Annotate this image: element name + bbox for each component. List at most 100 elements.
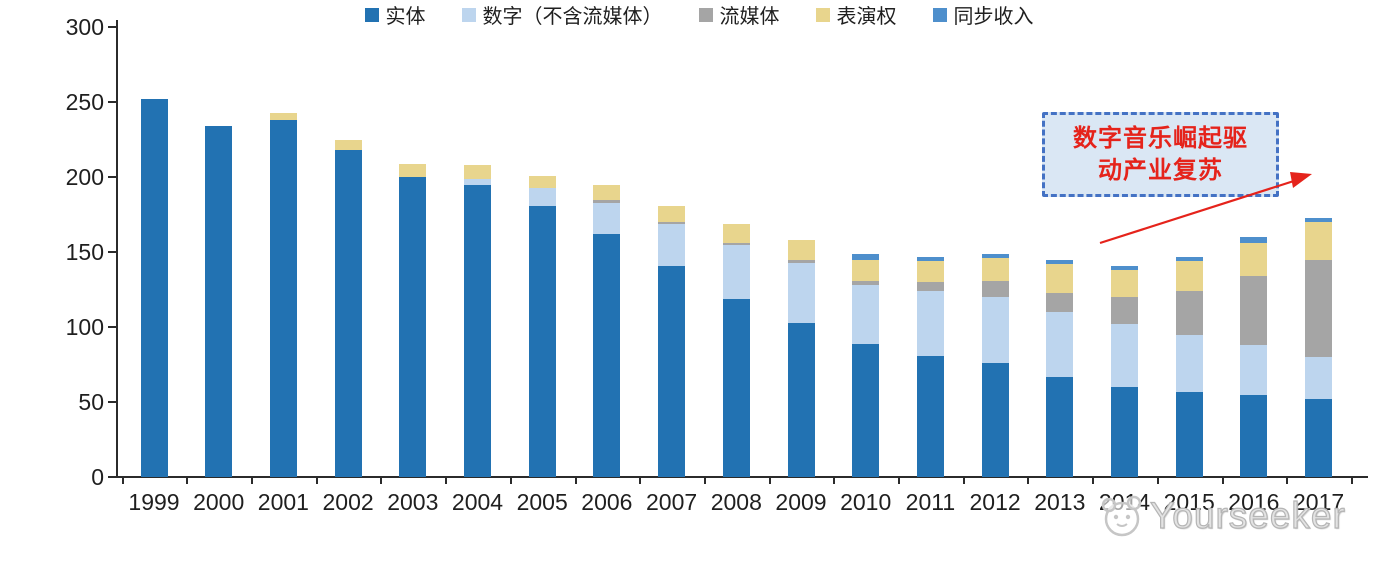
bar-segment — [981, 363, 1009, 477]
stacked-bar-2016 — [1240, 237, 1268, 477]
stacked-bar-2010 — [852, 253, 880, 477]
bar-segment — [658, 222, 686, 224]
bar-segment — [1111, 387, 1138, 477]
bar-segment — [1111, 270, 1138, 297]
y-axis-tick — [108, 476, 116, 478]
x-axis-tick — [1350, 477, 1353, 484]
bar-segment — [334, 150, 362, 477]
bar-segment — [528, 187, 556, 206]
x-axis-tick — [315, 477, 318, 484]
x-axis-tick — [251, 477, 254, 484]
stacked-bar-2000 — [205, 126, 233, 477]
stacked-bar-2011 — [916, 256, 944, 477]
y-axis-tick — [108, 326, 116, 328]
x-axis-tick — [380, 477, 383, 484]
bar-segment — [1111, 324, 1138, 387]
legend-label: 表演权 — [836, 6, 897, 28]
y-axis-label: 150 — [65, 239, 104, 265]
x-axis-label-2002: 2002 — [322, 489, 374, 515]
bar-segment — [1046, 259, 1074, 264]
x-axis-tick — [121, 477, 124, 484]
legend-swatch-icon — [698, 7, 713, 22]
stacked-bar-2005 — [528, 175, 556, 477]
bar-segment — [852, 343, 880, 477]
x-axis-tick — [768, 477, 771, 484]
bar-segment — [1240, 243, 1268, 276]
x-axis-label-2011: 2011 — [905, 489, 956, 515]
bar-segment — [658, 265, 686, 477]
bar-segment — [787, 262, 815, 323]
bar-segment — [593, 234, 621, 477]
bar-segment — [1046, 292, 1074, 312]
bar-segment — [916, 256, 944, 261]
y-axis-label: 100 — [65, 314, 104, 340]
bar-segment — [852, 253, 880, 260]
watermark: Yourseeker — [1096, 490, 1346, 542]
bar-segment — [981, 253, 1009, 258]
bar-segment — [1175, 334, 1203, 392]
legend-item: 实体 — [364, 0, 426, 29]
y-axis-tick — [108, 26, 116, 28]
bar-segment — [1240, 345, 1268, 395]
legend-item: 同步收入 — [932, 0, 1034, 29]
bar-segment — [981, 280, 1009, 297]
bar-segment — [658, 205, 686, 222]
chart-legend: 实体 数字（不含流媒体） 流媒体 表演权 同步收入 — [0, 0, 1398, 29]
legend-label: 同步收入 — [953, 6, 1034, 28]
bar-segment — [722, 223, 750, 243]
stacked-bar-2014 — [1111, 265, 1138, 477]
stacked-bar-1999 — [140, 99, 168, 477]
watermark-text: Yourseeker — [1149, 494, 1346, 536]
bar-segment — [334, 139, 362, 150]
bar-segment — [1175, 391, 1203, 477]
bar-segment — [593, 202, 621, 234]
bar-segment — [722, 243, 750, 245]
bar-segment — [852, 280, 880, 285]
bar-segment — [1111, 265, 1138, 270]
bar-segment — [269, 112, 297, 120]
bar-segment — [916, 291, 944, 356]
legend-label: 数字（不含流媒体） — [482, 6, 663, 28]
bar-segment — [722, 244, 750, 299]
bar-segment — [205, 126, 233, 477]
bar-segment — [658, 223, 686, 266]
bar-segment — [464, 184, 491, 477]
x-axis-tick — [186, 477, 189, 484]
x-axis-label-2008: 2008 — [710, 489, 762, 515]
bar-segment — [1305, 357, 1333, 399]
bar-segment — [399, 177, 427, 477]
bar-segment — [981, 297, 1009, 363]
y-axis-label: 200 — [65, 164, 104, 190]
legend-swatch-icon — [364, 7, 379, 22]
bar-segment — [464, 178, 491, 185]
x-axis-tick — [639, 477, 642, 484]
x-axis-tick — [898, 477, 901, 484]
x-axis-tick — [1027, 477, 1030, 484]
y-axis-label: 50 — [78, 389, 104, 415]
y-axis-tick — [108, 251, 116, 253]
bar-segment — [140, 99, 168, 477]
bar-segment — [1111, 297, 1138, 324]
bar-segment — [269, 120, 297, 477]
y-axis-tick — [108, 401, 116, 403]
stacked-bar-2003 — [399, 163, 427, 477]
mascot-logo-icon — [1101, 495, 1142, 537]
stacked-bar-2004 — [464, 165, 491, 477]
x-axis-tick — [1156, 477, 1159, 484]
bar-segment — [916, 261, 944, 282]
bar-segment — [852, 285, 880, 344]
y-axis-label: 0 — [91, 464, 104, 490]
bar-segment — [787, 259, 815, 263]
x-axis-label-2000: 2000 — [193, 489, 245, 515]
stacked-bar-2015 — [1175, 256, 1203, 477]
bar-segment — [1175, 256, 1203, 261]
stacked-bar-2001 — [269, 112, 297, 477]
stacked-bar-2017 — [1305, 217, 1333, 477]
bar-segment — [916, 355, 944, 477]
stacked-bar-2002 — [334, 139, 362, 477]
bar-segment — [1305, 259, 1333, 357]
legend-label: 实体 — [385, 6, 426, 28]
bar-segment — [1175, 261, 1203, 291]
x-axis-tick — [1092, 477, 1095, 484]
bar-segment — [528, 175, 556, 188]
